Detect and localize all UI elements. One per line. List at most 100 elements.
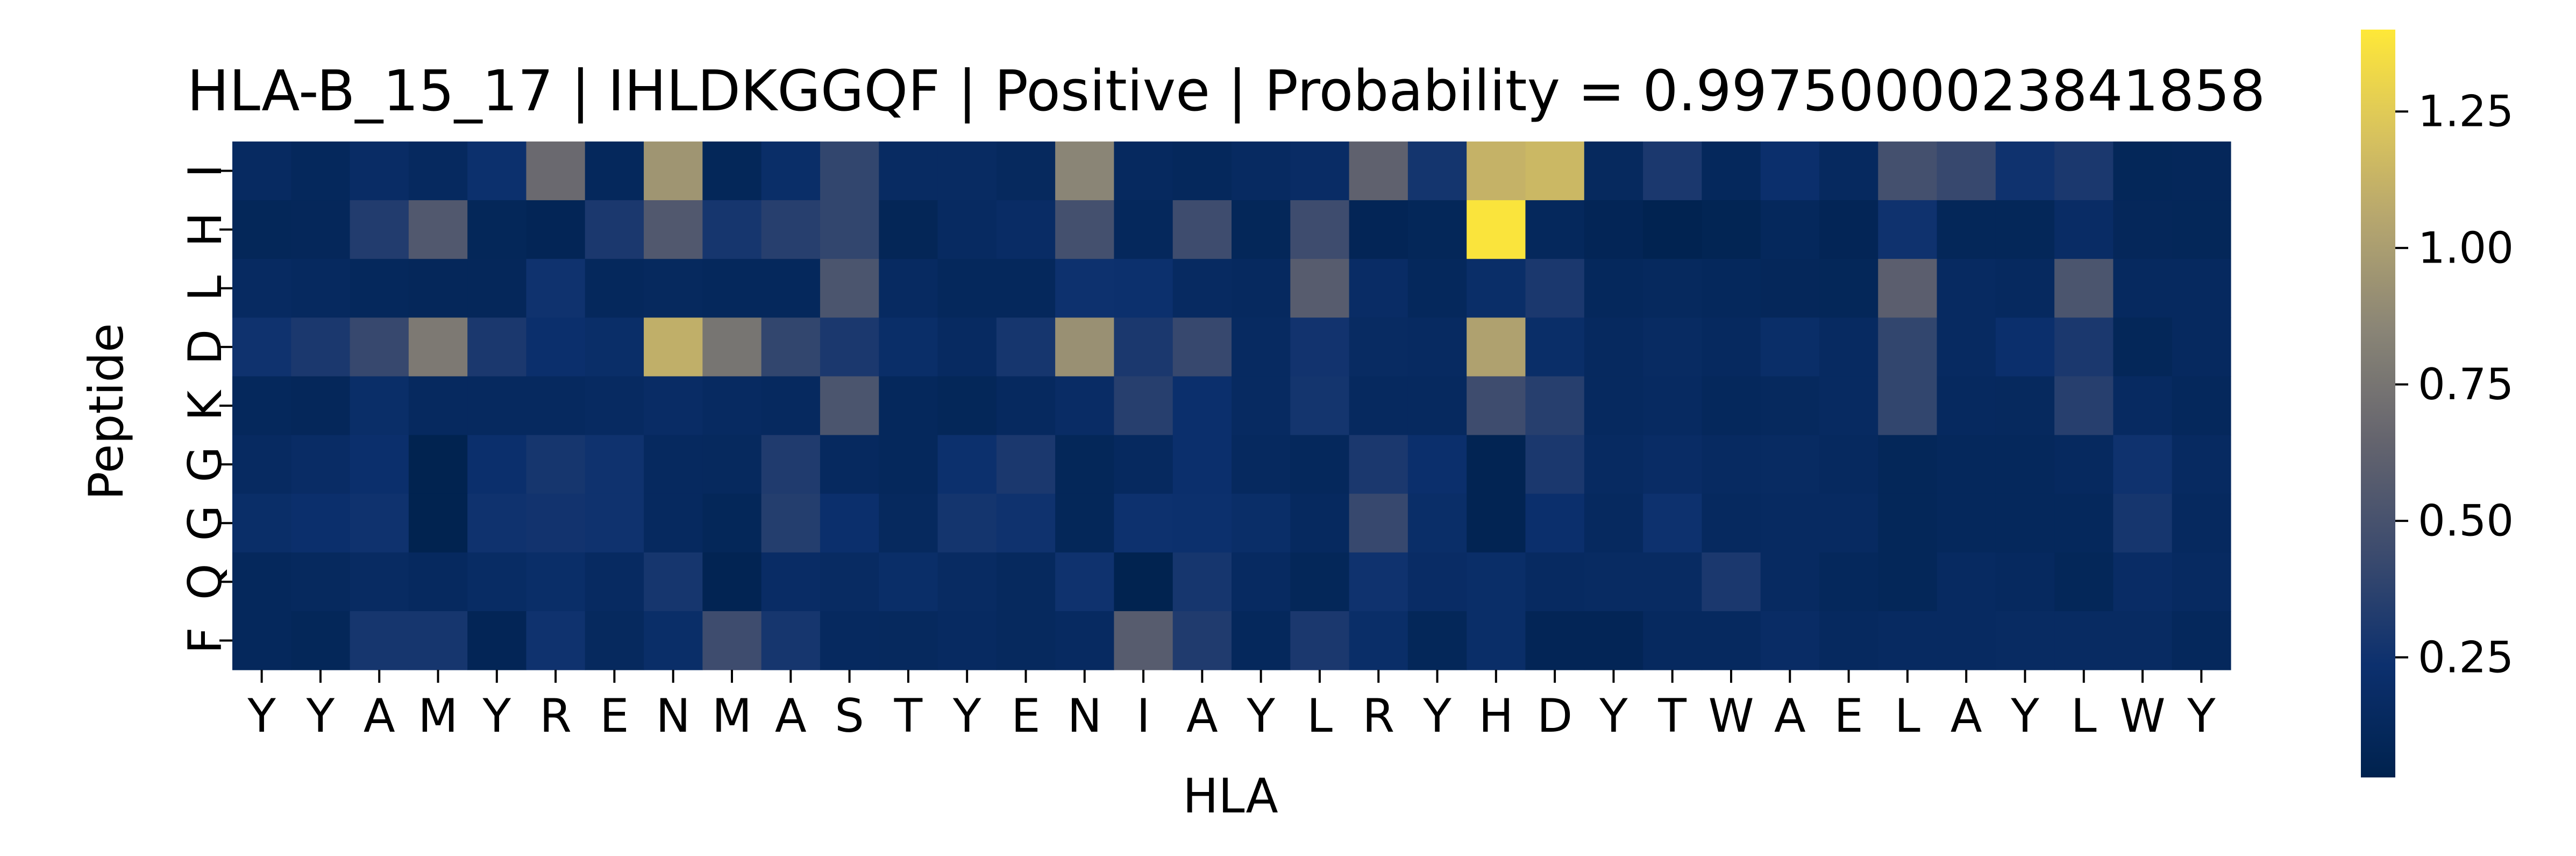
heatmap-cell <box>820 493 879 553</box>
heatmap-cell <box>1643 611 1702 670</box>
heatmap-cell <box>1055 259 1115 318</box>
heatmap-cell <box>761 435 821 494</box>
heatmap-cell <box>1643 200 1702 259</box>
x-tick-label: Y <box>306 689 335 743</box>
heatmap-cell <box>232 435 291 494</box>
heatmap-cell <box>1055 493 1115 553</box>
heatmap-cell <box>1819 142 1878 201</box>
heatmap-cell <box>761 317 821 377</box>
heatmap-cell <box>937 142 997 201</box>
heatmap-cell <box>1232 376 1291 436</box>
heatmap-cell <box>1995 317 2055 377</box>
x-tick-label: N <box>656 689 691 743</box>
heatmap-cell <box>1819 317 1878 377</box>
heatmap-cell <box>232 376 291 436</box>
x-tick-label: Y <box>1422 689 1451 743</box>
colorbar-tick-label: 0.50 <box>2418 496 2514 546</box>
heatmap-cell <box>1937 259 1996 318</box>
heatmap-cell <box>1643 259 1702 318</box>
heatmap-cell <box>1114 493 1173 553</box>
heatmap-cell <box>761 552 821 612</box>
heatmap-cell <box>1819 200 1878 259</box>
heatmap-cell <box>702 435 762 494</box>
heatmap-cell <box>408 611 468 670</box>
heatmap-cell <box>1114 376 1173 436</box>
heatmap-cell <box>232 317 291 377</box>
heatmap-cell <box>291 376 351 436</box>
heatmap-cell <box>1525 200 1585 259</box>
heatmap-cell <box>644 142 703 201</box>
heatmap-cell <box>1525 552 1585 612</box>
heatmap-cell <box>2054 493 2114 553</box>
heatmap-cell <box>702 376 762 436</box>
heatmap-cell <box>761 611 821 670</box>
heatmap-cell <box>526 435 586 494</box>
heatmap-cell <box>1467 259 1526 318</box>
x-tick-label: Y <box>1599 689 1628 743</box>
heatmap-cell <box>1878 611 1938 670</box>
heatmap-cell <box>1702 376 1761 436</box>
x-tick-label: Y <box>1246 689 1275 743</box>
heatmap-cell <box>585 611 644 670</box>
heatmap-cell <box>2172 259 2231 318</box>
heatmap-cell <box>1760 493 1820 553</box>
heatmap-cell <box>1702 200 1761 259</box>
heatmap-cell <box>1878 493 1938 553</box>
heatmap-cell <box>1878 317 1938 377</box>
heatmap-cell <box>467 259 527 318</box>
heatmap-cell <box>526 493 586 553</box>
heatmap-cell <box>996 200 1056 259</box>
heatmap-cell <box>2054 200 2114 259</box>
heatmap-cell <box>1407 259 1467 318</box>
heatmap-cell <box>585 376 644 436</box>
heatmap-cell <box>1584 611 1643 670</box>
heatmap-cell <box>1349 552 1408 612</box>
heatmap-cell <box>1467 493 1526 553</box>
heatmap-cell <box>2172 493 2231 553</box>
x-tick-label: A <box>364 689 395 743</box>
heatmap-cell <box>2054 552 2114 612</box>
heatmap-cell <box>1702 435 1761 494</box>
heatmap-cell <box>1937 142 1996 201</box>
heatmap-cell <box>702 317 762 377</box>
x-tick-label: W <box>2120 689 2166 743</box>
heatmap-cell <box>1114 611 1173 670</box>
heatmap-cell <box>467 552 527 612</box>
heatmap-cell <box>820 611 879 670</box>
heatmap-cell <box>820 200 879 259</box>
heatmap-cell <box>820 317 879 377</box>
heatmap-cell <box>820 142 879 201</box>
heatmap-cell <box>467 200 527 259</box>
heatmap-cell <box>879 142 938 201</box>
heatmap-cell <box>1878 142 1938 201</box>
heatmap-cell <box>1232 200 1291 259</box>
heatmap-cell <box>2172 317 2231 377</box>
heatmap-cell <box>585 493 644 553</box>
colorbar-gradient <box>2361 30 2395 777</box>
y-tick-label: D <box>179 329 232 365</box>
heatmap-cell <box>232 493 291 553</box>
heatmap-cell <box>1467 435 1526 494</box>
heatmap-cell <box>291 317 351 377</box>
heatmap-cell <box>1349 200 1408 259</box>
heatmap-cell <box>2113 259 2173 318</box>
x-tick-label: L <box>1307 689 1333 743</box>
heatmap-cell <box>1290 259 1350 318</box>
heatmap-cell <box>1643 552 1702 612</box>
heatmap-cell <box>1643 493 1702 553</box>
heatmap-cell <box>408 142 468 201</box>
heatmap-cell <box>996 493 1056 553</box>
heatmap-cell <box>702 493 762 553</box>
heatmap-cell <box>1055 376 1115 436</box>
heatmap-cell <box>1349 376 1408 436</box>
heatmap-cell <box>879 552 938 612</box>
heatmap-cell <box>996 611 1056 670</box>
heatmap-cell <box>350 142 409 201</box>
y-tick-label: L <box>179 275 232 301</box>
heatmap-cell <box>467 493 527 553</box>
heatmap-cell <box>1584 552 1643 612</box>
heatmap-cell <box>761 200 821 259</box>
heatmap-cell <box>585 200 644 259</box>
heatmap-cell <box>1055 200 1115 259</box>
